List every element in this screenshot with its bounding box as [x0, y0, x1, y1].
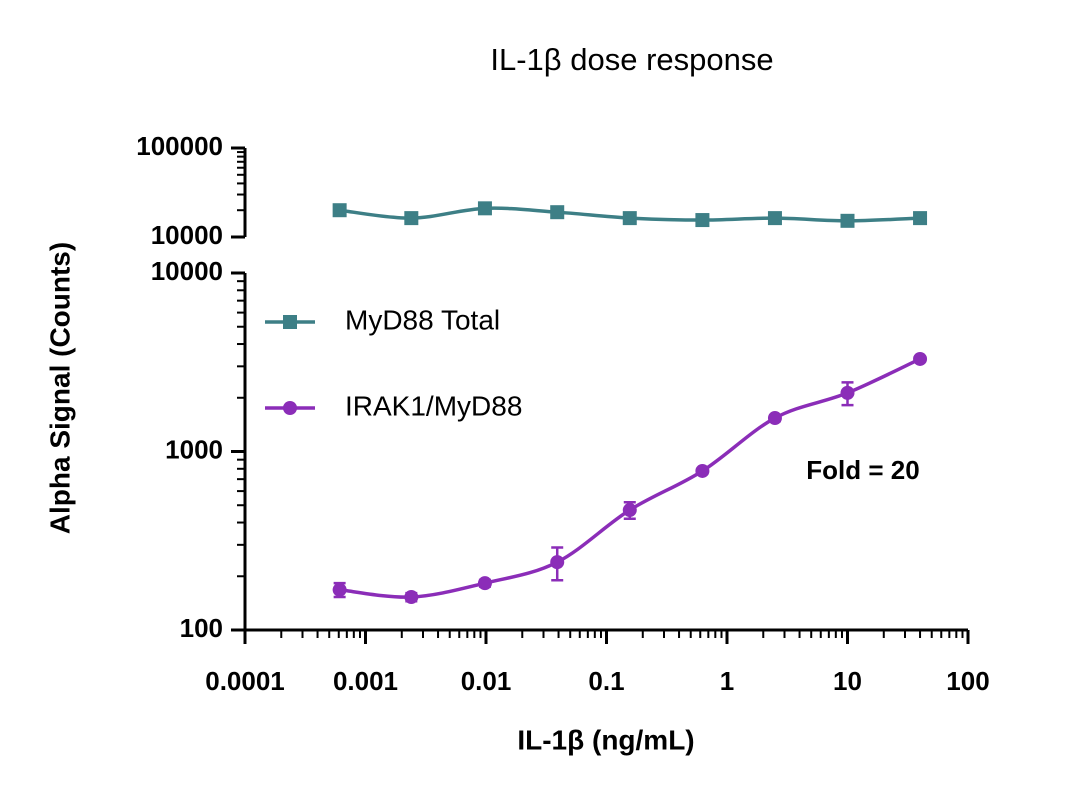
x-tick-label: 0.01 [461, 666, 512, 696]
legend-label: MyD88 Total [345, 304, 500, 335]
data-point [477, 576, 492, 591]
data-point [767, 211, 782, 226]
legend-label: IRAK1/MyD88 [345, 390, 522, 421]
data-point [622, 503, 637, 518]
data-point [550, 555, 565, 570]
x-tick-label: 1 [720, 666, 734, 696]
y-axis-label: Alpha Signal (Counts) [44, 242, 75, 534]
data-point [913, 351, 928, 366]
y-tick-label: 100000 [136, 131, 223, 161]
data-point [332, 582, 347, 597]
x-axis-label: IL-1β (ng/mL) [517, 724, 694, 755]
data-point [622, 211, 637, 226]
data-point [695, 213, 710, 228]
annotation: Fold = 20 [806, 455, 919, 485]
x-tick-label: 10 [833, 666, 862, 696]
data-point [404, 590, 419, 605]
data-point [767, 411, 782, 426]
y-tick-label: 1000 [165, 434, 223, 464]
y-tick-label: 100 [180, 613, 223, 643]
chart-title: IL-1β dose response [490, 42, 773, 77]
x-tick-label: 100 [946, 666, 989, 696]
x-tick-label: 0.0001 [205, 666, 285, 696]
data-point [404, 211, 419, 226]
data-point [550, 205, 565, 220]
data-point [840, 385, 855, 400]
data-point [840, 213, 855, 228]
legend-marker [283, 401, 297, 415]
data-point [332, 203, 347, 218]
x-tick-label: 0.001 [333, 666, 398, 696]
data-point [695, 463, 710, 478]
data-point [913, 211, 928, 226]
y-tick-label: 10000 [151, 256, 223, 286]
legend-marker [283, 315, 297, 329]
data-point [477, 201, 492, 216]
y-tick-label: 10000 [151, 220, 223, 250]
x-tick-label: 0.1 [588, 666, 624, 696]
